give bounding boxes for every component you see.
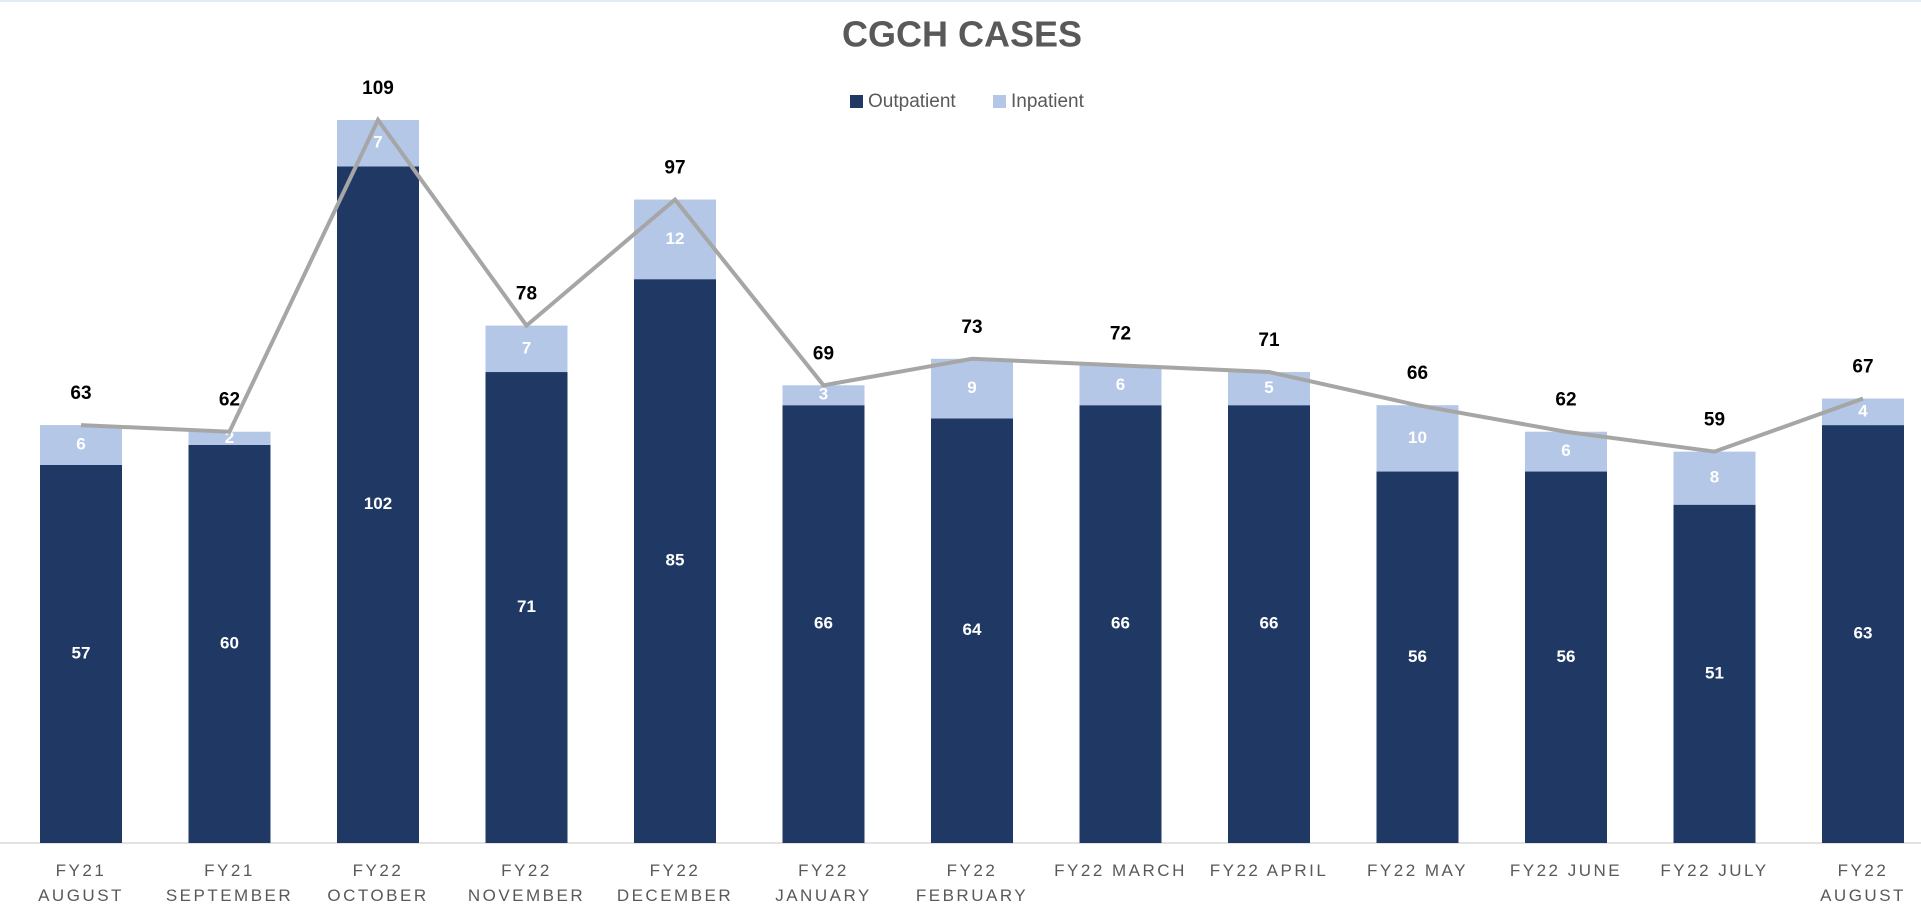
chart-title: CGCH CASES (842, 14, 1082, 55)
segment-label: 66 (1111, 614, 1130, 633)
segment-label: 60 (220, 633, 239, 652)
bar-segment (1525, 431, 1607, 472)
legend-swatch (850, 95, 863, 108)
bar-segment (782, 405, 865, 843)
bar-segment (782, 385, 865, 406)
bar-segment (1525, 471, 1607, 843)
bar-segment (1673, 504, 1756, 843)
bar-segment (931, 358, 1013, 419)
bar-segment (40, 464, 122, 843)
bar-segment (485, 325, 568, 373)
bar-segment (188, 445, 271, 843)
total-label: 62 (1555, 390, 1576, 411)
bar-segment (634, 279, 716, 844)
legend-swatch (993, 95, 1006, 108)
x-tick-label: FY22 JULY (1660, 861, 1769, 880)
segment-label: 57 (72, 643, 91, 662)
bar-segment (1822, 425, 1904, 843)
x-tick-label: FY22 NOVEMBER (467, 861, 586, 905)
segment-label: 56 (1408, 647, 1427, 666)
bar-segment (188, 431, 271, 445)
x-tick-label: FY22 AUGUST (1820, 861, 1906, 905)
segment-label: 7 (522, 338, 531, 357)
bar-segment (1079, 365, 1162, 406)
segment-label: 102 (364, 494, 392, 513)
segment-label: 85 (666, 551, 685, 570)
segment-label: 8 (1710, 468, 1719, 487)
x-tick-label: FY22 APRIL (1209, 861, 1329, 880)
x-tick-label: FY21 SEPTEMBER (165, 861, 294, 905)
segment-label: 3 (819, 385, 828, 404)
segment-label: 64 (963, 620, 982, 639)
segment-label: 9 (967, 378, 976, 397)
x-tick-label: FY22 MARCH (1054, 861, 1187, 880)
bar-segment (1079, 405, 1162, 843)
segment-label: 10 (1408, 428, 1427, 447)
bar-segment (931, 418, 1013, 843)
bar-segment (485, 372, 568, 843)
segment-label: 71 (517, 597, 536, 616)
total-label: 69 (813, 343, 834, 364)
total-label: 66 (1407, 363, 1428, 384)
total-label: 67 (1852, 357, 1873, 378)
segment-label: 6 (76, 434, 85, 453)
segment-label: 66 (1260, 614, 1279, 633)
segment-label: 4 (1858, 401, 1868, 420)
bar-segment (1228, 405, 1310, 843)
segment-label: 12 (666, 229, 685, 248)
x-tick-label: FY22 FEBRUARY (915, 861, 1029, 905)
segment-label: 63 (1854, 624, 1873, 643)
bar-segment (634, 199, 716, 280)
segment-label: 7 (373, 133, 382, 152)
bar-segment (1822, 398, 1904, 426)
total-line (80, 116, 1864, 454)
segment-label: 2 (225, 428, 234, 447)
x-tick-label: FY22 DECEMBER (616, 861, 734, 905)
total-label: 59 (1704, 410, 1725, 431)
bar-segment (1376, 471, 1459, 843)
total-label: 62 (219, 390, 240, 411)
x-tick-label: FY22 MAY (1367, 861, 1468, 880)
total-label: 78 (516, 284, 537, 305)
total-label: 71 (1258, 330, 1280, 351)
segment-label: 51 (1705, 663, 1724, 682)
legend-label: Inpatient (1011, 91, 1085, 112)
x-tick-label: FY22 OCTOBER (327, 861, 429, 905)
bar-segment (40, 425, 122, 465)
x-tick-label: FY22 JUNE (1509, 861, 1623, 880)
bar-segment (1376, 405, 1459, 472)
segment-label: 5 (1264, 378, 1273, 397)
segment-label: 56 (1557, 647, 1576, 666)
segment-label: 6 (1116, 375, 1125, 394)
bar-segment (337, 166, 419, 843)
total-label: 72 (1110, 323, 1131, 344)
legend-label: Outpatient (868, 91, 956, 112)
segment-label: 6 (1561, 441, 1570, 460)
total-label: 63 (70, 383, 91, 404)
total-label: 109 (362, 78, 394, 99)
x-tick-label: FY21 AUGUST (38, 861, 124, 905)
x-tick-label: FY22 JANUARY (775, 861, 872, 905)
segment-label: 66 (814, 614, 833, 633)
total-label: 97 (664, 158, 685, 179)
total-label: 73 (961, 317, 982, 338)
bar-segment (1673, 451, 1756, 505)
